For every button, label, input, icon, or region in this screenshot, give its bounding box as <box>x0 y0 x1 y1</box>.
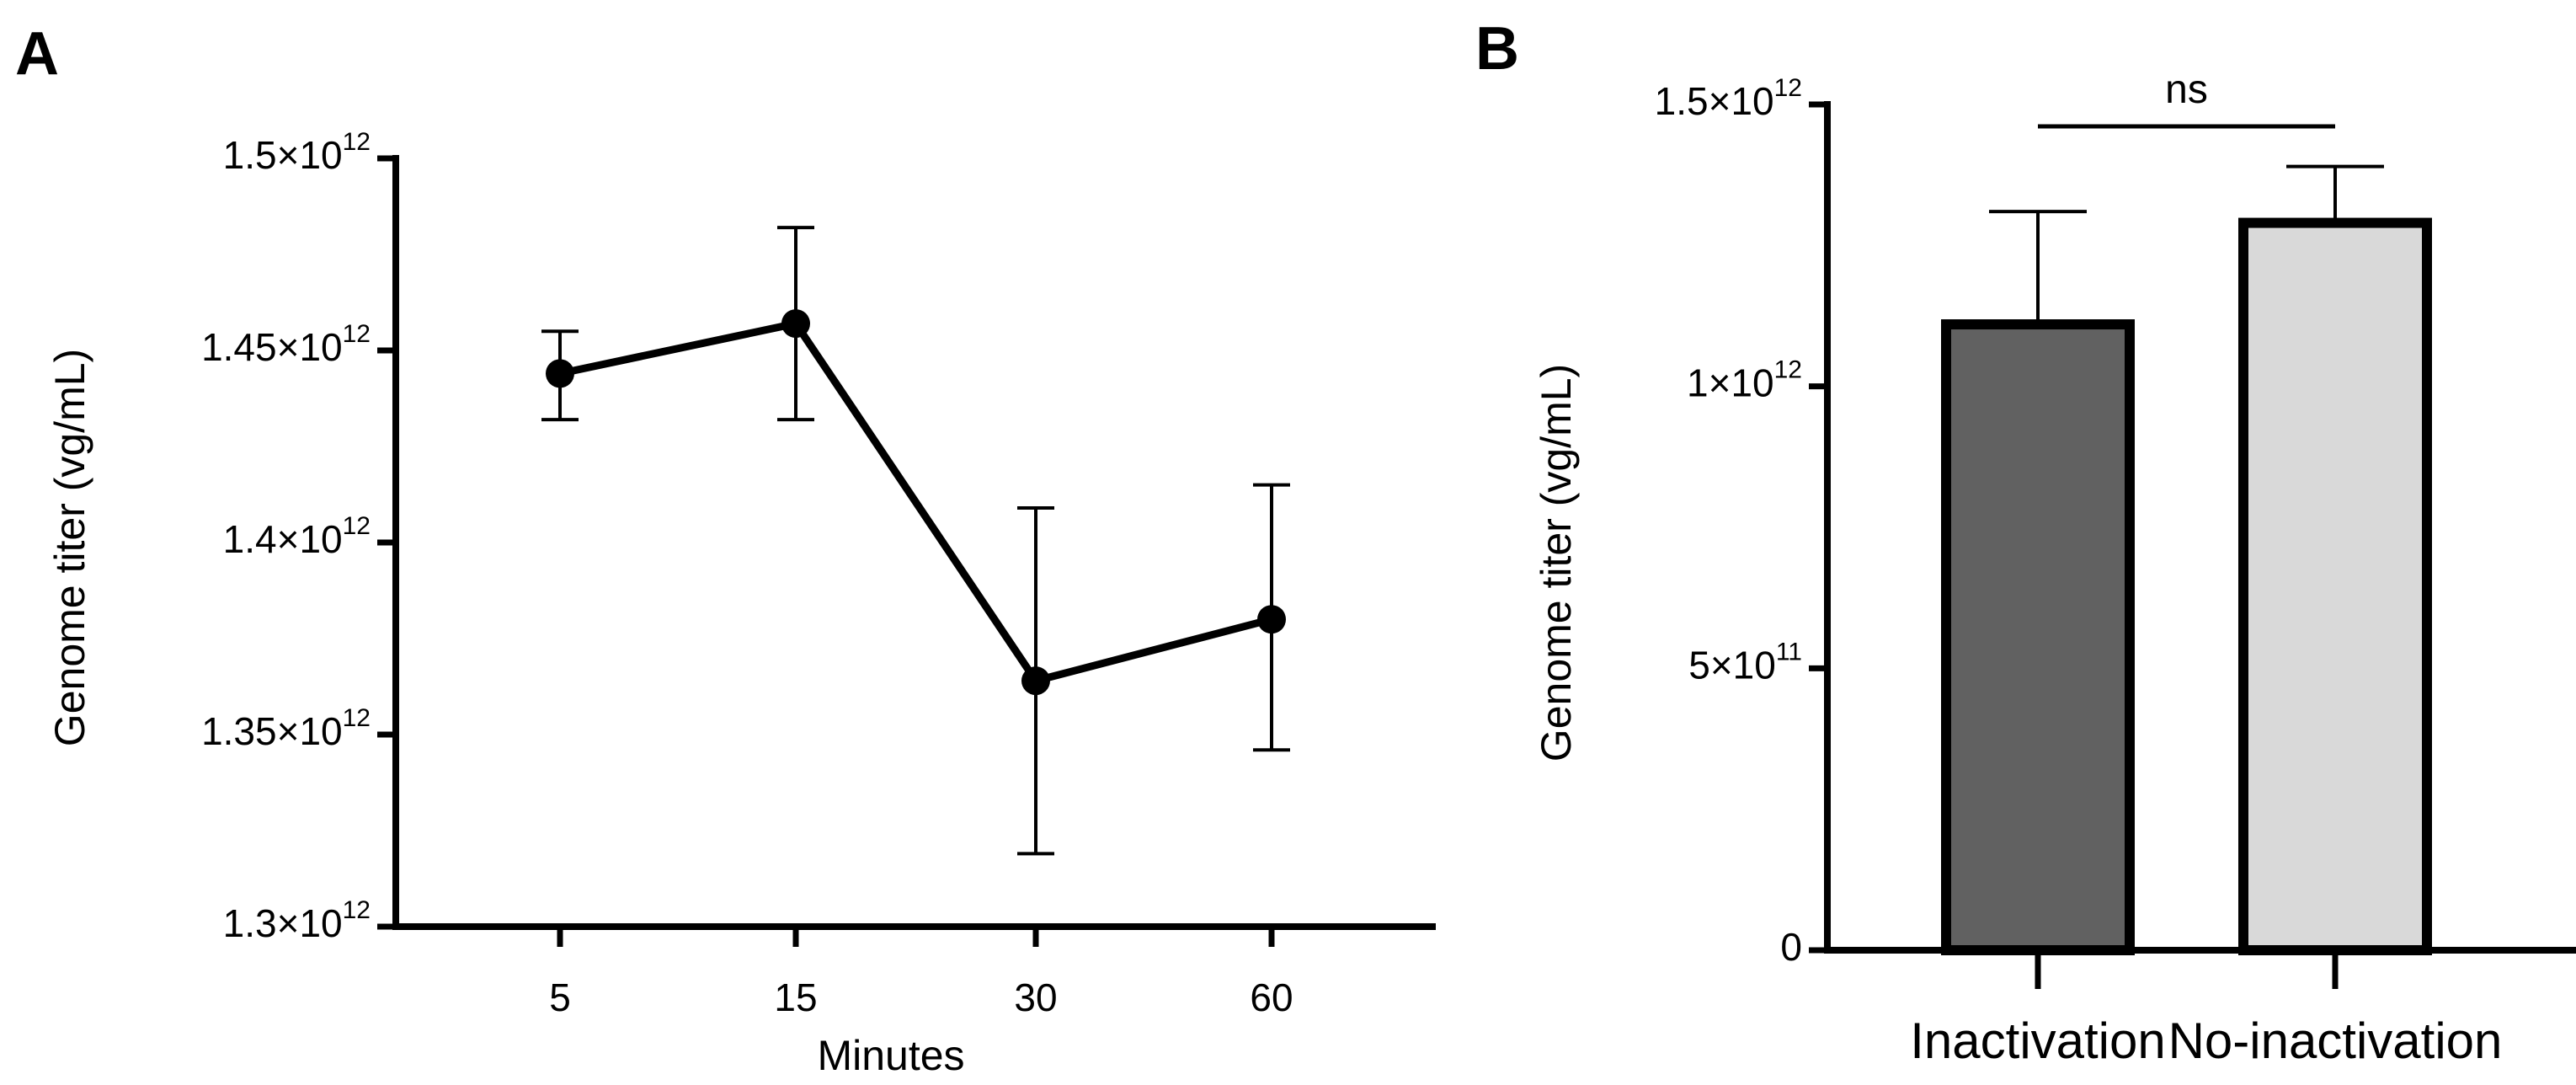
panel-b-y-tick-label: 0 <box>1780 925 1802 969</box>
panel-a-y-tick-label-exponent: 12 <box>343 704 371 732</box>
panel-a-line-chart: A Genome titer (vg/mL) Minutes 1.3×10121… <box>15 20 1436 1079</box>
panel-a-x-tick-label: 15 <box>774 975 817 1019</box>
panel-a-y-tick-label: 1.3×1012 <box>223 896 371 945</box>
panel-b-y-tick-label-mantissa: 1 <box>1687 361 1709 405</box>
panel-b-y-tick-label: 1.5×1012 <box>1655 74 1802 123</box>
panel-a-x-tick-label: 5 <box>549 975 571 1019</box>
panel-b-bar <box>2238 217 2432 955</box>
panel-a-y-tick-label-times: ×10 <box>277 901 343 945</box>
panel-b-y-tick-label-times: ×10 <box>1709 361 1774 405</box>
panel-b-label: B <box>1475 15 1519 83</box>
panel-b-y-tick-label-times: ×10 <box>1710 643 1776 687</box>
panel-a-y-tick-label-exponent: 12 <box>343 512 371 540</box>
panel-a-y-tick-label: 1.35×1012 <box>201 704 371 753</box>
panel-b-category-label: No-inactivation <box>2168 1013 2503 1069</box>
panel-b-y-tick-label-exponent: 11 <box>1776 638 1802 665</box>
panel-b-y-tick-label-times: ×10 <box>1709 79 1774 123</box>
panel-a-data-point <box>546 359 574 388</box>
panel-a-x-axis-title: Minutes <box>817 1032 964 1079</box>
panel-a-y-tick-label: 1.4×1012 <box>223 512 371 561</box>
panel-a-y-tick-label-times: ×10 <box>277 517 343 561</box>
panel-b-y-tick-label-exponent: 12 <box>1774 74 1802 102</box>
panel-b-y-tick-label-exponent: 12 <box>1774 356 1802 384</box>
panel-a-y-tick-label-exponent: 12 <box>343 320 371 348</box>
panel-a-y-tick-label-mantissa: 1.4 <box>223 517 277 561</box>
panel-b-y-tick-label: 5×1011 <box>1688 638 1802 687</box>
panel-b-category-label: Inactivation <box>1910 1013 2166 1069</box>
panel-b-y-axis-title: Genome titer (vg/mL) <box>1533 364 1580 762</box>
panel-a-y-tick-label-mantissa: 1.45 <box>201 325 277 369</box>
panel-b-bar-chart: B Genome titer (vg/mL) 05×10111×10121.5×… <box>1475 15 2576 1069</box>
panel-a-y-tick-label-times: ×10 <box>277 325 343 369</box>
panel-a-y-tick-label-mantissa: 1.35 <box>201 709 277 753</box>
panel-a-y-tick-label-mantissa: 1.5 <box>223 133 277 177</box>
panel-a-y-tick-label-times: ×10 <box>277 133 343 177</box>
panel-b-y-tick-label: 1×1012 <box>1687 356 1802 405</box>
panel-a-y-tick-label-exponent: 12 <box>343 128 371 156</box>
panel-a-y-axis-title: Genome titer (vg/mL) <box>46 349 93 746</box>
panel-a-label: A <box>15 20 59 88</box>
panel-a-y-tick-label-exponent: 12 <box>343 896 371 924</box>
panel-b-bar <box>1941 319 2135 956</box>
panel-b-y-tick-label-mantissa: 1.5 <box>1655 79 1709 123</box>
panel-a-y-tick-label: 1.5×1012 <box>223 128 371 177</box>
panel-a-data-point <box>1257 605 1286 634</box>
panel-a-y-tick-label-times: ×10 <box>277 709 343 753</box>
panel-b-y-tick-label-mantissa: 0 <box>1780 925 1802 969</box>
panel-b-y-tick-label-mantissa: 5 <box>1688 643 1710 687</box>
panel-a-y-tick-label: 1.45×1012 <box>201 320 371 369</box>
panel-a-data-point <box>781 309 810 339</box>
panel-a-series-line <box>559 319 1273 685</box>
panel-a-y-tick-label-mantissa: 1.3 <box>223 901 277 945</box>
panel-a-data-point <box>1021 666 1050 696</box>
panel-a-x-tick-label: 60 <box>1250 975 1293 1019</box>
panel-a-x-tick-label: 30 <box>1014 975 1057 1019</box>
panel-b-significance-label: ns <box>2165 67 2208 112</box>
